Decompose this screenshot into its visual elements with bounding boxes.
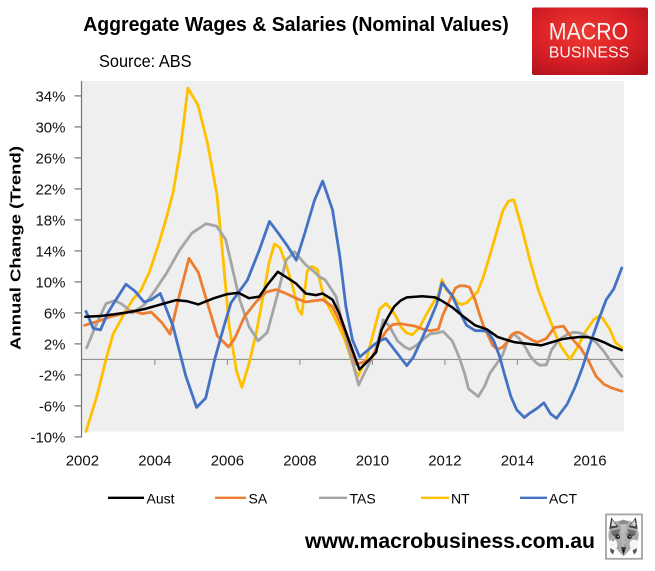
svg-text:18%: 18% bbox=[35, 212, 65, 229]
svg-text:NT: NT bbox=[451, 490, 470, 506]
svg-text:26%: 26% bbox=[35, 150, 65, 167]
svg-text:10%: 10% bbox=[35, 274, 65, 291]
svg-text:2002: 2002 bbox=[66, 453, 99, 470]
svg-text:www.macrobusiness.com.au: www.macrobusiness.com.au bbox=[304, 530, 595, 553]
svg-text:2010: 2010 bbox=[356, 453, 389, 470]
svg-text:22%: 22% bbox=[35, 181, 65, 198]
svg-text:-10%: -10% bbox=[30, 429, 65, 446]
svg-text:14%: 14% bbox=[35, 243, 65, 260]
svg-text:2006: 2006 bbox=[211, 453, 244, 470]
svg-text:6%: 6% bbox=[44, 305, 66, 322]
svg-text:2004: 2004 bbox=[138, 453, 171, 470]
svg-text:Aggregate Wages & Salaries (No: Aggregate Wages & Salaries (Nominal Valu… bbox=[83, 14, 509, 36]
svg-text:2016: 2016 bbox=[573, 453, 606, 470]
svg-text:Annual Change (Trend): Annual Change (Trend) bbox=[8, 146, 25, 350]
svg-text:ACT: ACT bbox=[549, 490, 577, 506]
svg-text:SA: SA bbox=[249, 490, 268, 506]
svg-text:2014: 2014 bbox=[501, 453, 534, 470]
svg-text:Aust: Aust bbox=[147, 490, 175, 506]
svg-text:34%: 34% bbox=[35, 88, 65, 105]
svg-text:MACRO: MACRO bbox=[549, 19, 628, 46]
svg-text:-6%: -6% bbox=[39, 398, 66, 415]
svg-text:2008: 2008 bbox=[283, 453, 316, 470]
svg-text:2012: 2012 bbox=[428, 453, 461, 470]
svg-text:2%: 2% bbox=[44, 336, 66, 353]
svg-text:30%: 30% bbox=[35, 119, 65, 136]
svg-text:Source: ABS: Source: ABS bbox=[99, 51, 192, 71]
svg-text:TAS: TAS bbox=[350, 490, 376, 506]
svg-text:BUSINESS: BUSINESS bbox=[549, 45, 629, 62]
svg-text:-2%: -2% bbox=[39, 367, 66, 384]
